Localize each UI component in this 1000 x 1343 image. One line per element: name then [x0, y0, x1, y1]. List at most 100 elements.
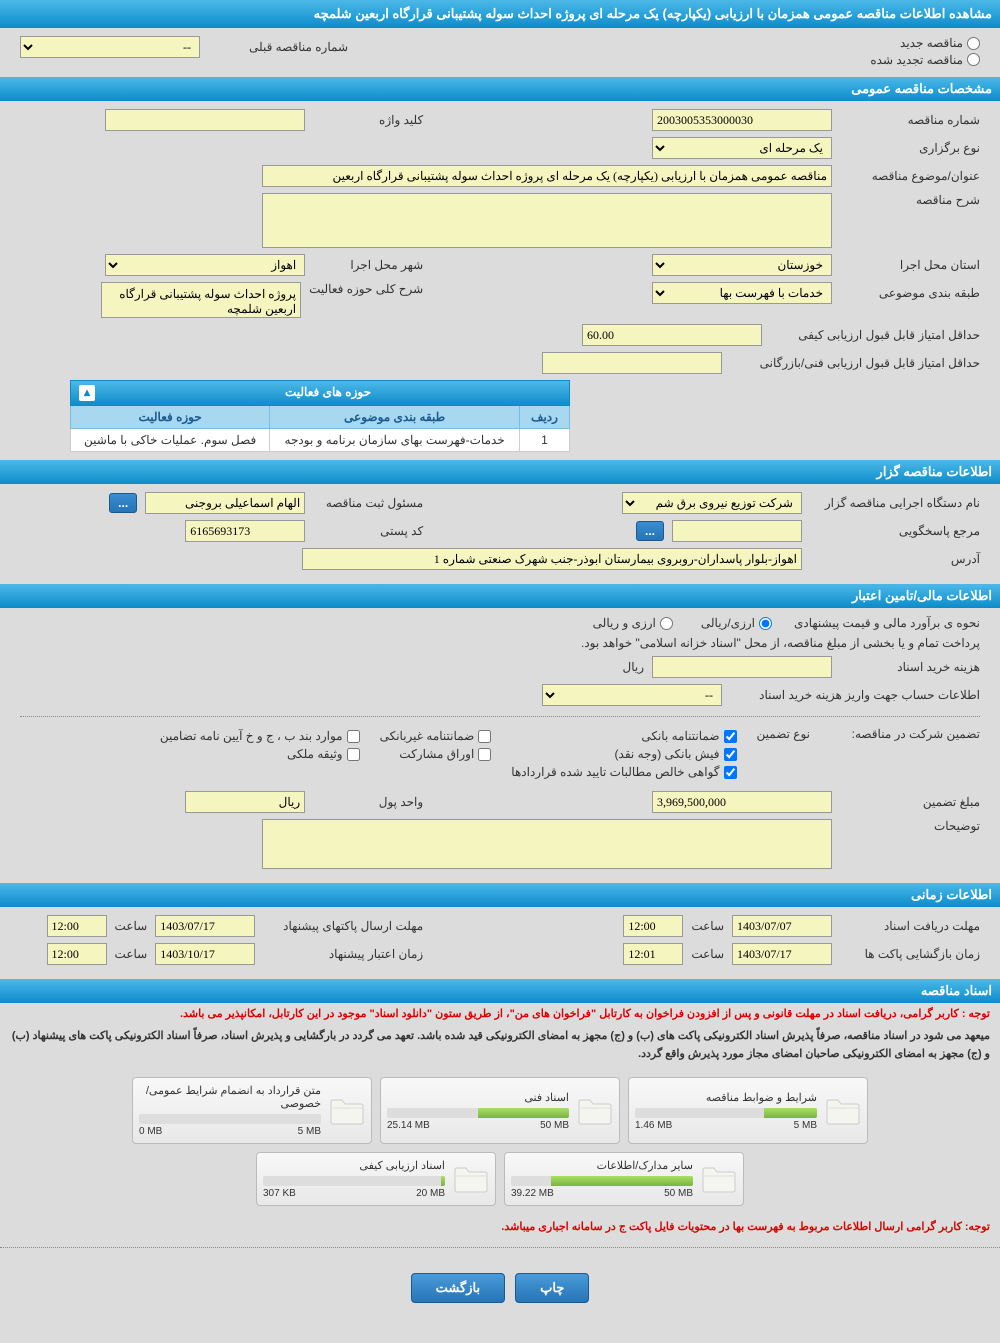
progress-fill [441, 1176, 445, 1186]
subject-input[interactable] [262, 165, 832, 187]
rial-label: ارزی/ریالی [701, 616, 755, 630]
desc-textarea[interactable] [262, 193, 832, 248]
progress-text: 39.22 MB50 MB [511, 1188, 693, 1199]
money-unit-input[interactable] [185, 791, 305, 813]
receive-date-input[interactable] [732, 915, 832, 937]
file-tile[interactable]: متن قرارداد به انضمام شرایط عمومی/خصوصی 0… [132, 1077, 372, 1144]
prev-number-select[interactable]: -- [20, 36, 200, 58]
postal-input[interactable] [185, 520, 305, 542]
warning-1: توجه : کاربر گرامی، دریافت اسناد در مهلت… [0, 1003, 1000, 1024]
renewed-tender-radio[interactable] [967, 53, 980, 66]
progress-fill [764, 1108, 817, 1118]
progress-fill [478, 1108, 569, 1118]
file-info: اسناد ارزیابی کیفی307 KB20 MB [263, 1159, 445, 1199]
guarantee-label: تضمین شرکت در مناقصه: [830, 727, 980, 741]
time-label-2: ساعت [691, 947, 724, 961]
min-quality-input[interactable] [582, 324, 762, 346]
foreign-label: ارزی و ریالی [593, 616, 656, 630]
section-general: مشخصات مناقصه عمومی [0, 77, 1000, 101]
securities-check[interactable] [478, 748, 491, 761]
registrar-more-button[interactable]: ... [109, 493, 137, 513]
print-button[interactable]: چاپ [515, 1273, 589, 1303]
city-select[interactable]: اهواز [105, 254, 305, 276]
account-label: اطلاعات حساب جهت واریز هزینه خرید اسناد [730, 688, 980, 702]
min-quality-label: حداقل امتیاز قابل قبول ارزیابی کیفی [770, 328, 980, 342]
progress-bar [263, 1176, 445, 1186]
address-input[interactable] [302, 548, 802, 570]
province-select[interactable]: خوزستان [652, 254, 832, 276]
send-date-input[interactable] [155, 915, 255, 937]
activity-table: حوزه های فعالیت ▴ ردیف طبقه بندی موضوعی … [70, 380, 570, 452]
activity-desc-label: شرح کلی حوزه فعالیت [309, 282, 423, 296]
file-info: متن قرارداد به انضمام شرایط عمومی/خصوصی 0… [139, 1084, 321, 1137]
contract-receivables-label: گواهی خالص مطالبات تایید شده قراردادها [511, 765, 719, 779]
tender-number-input[interactable] [652, 109, 832, 131]
new-tender-label: مناقصه جدید [900, 36, 963, 50]
keyword-input[interactable] [105, 109, 305, 131]
file-tile[interactable]: اسناد فنی25.14 MB50 MB [380, 1077, 620, 1144]
reply-label: مرجع پاسخگویی [810, 524, 980, 538]
category-label: طبقه بندی موضوعی [840, 286, 980, 300]
treasury-note: پرداخت تمام و یا بخشی از مبلغ مناقصه، از… [20, 636, 980, 650]
progress-bar [139, 1114, 321, 1124]
min-tech-input[interactable] [542, 352, 722, 374]
prev-number-label: شماره مناقصه قبلی [208, 40, 348, 54]
file-tile[interactable]: شرایط و ضوابط مناقصه1.46 MB5 MB [628, 1077, 868, 1144]
warning-2: توجه: کاربر گرامی ارسال اطلاعات مربوط به… [0, 1216, 1000, 1237]
estimate-label: نحوه ی برآورد مالی و قیمت پیشنهادی [780, 616, 980, 630]
progress-bar [635, 1108, 817, 1118]
progress-text: 0 MB5 MB [139, 1126, 321, 1137]
file-info: اسناد فنی25.14 MB50 MB [387, 1091, 569, 1131]
new-tender-radio[interactable] [967, 37, 980, 50]
section-financial: اطلاعات مالی/تامین اعتبار [0, 584, 1000, 608]
back-button[interactable]: بازگشت [411, 1273, 505, 1303]
file-title: اسناد فنی [387, 1091, 569, 1104]
collapse-icon[interactable]: ▴ [79, 385, 95, 401]
bank-receipt-label: فیش بانکی (وجه نقد) [615, 747, 720, 761]
documents-content: توجه : کاربر گرامی، دریافت اسناد در مهلت… [0, 1003, 1000, 1318]
open-time-input[interactable] [623, 943, 683, 965]
account-select[interactable]: -- [542, 684, 722, 706]
file-title: متن قرارداد به انضمام شرایط عمومی/خصوصی [139, 1084, 321, 1110]
nonbank-guarantee-check[interactable] [478, 730, 491, 743]
bylaw-items-check[interactable] [347, 730, 360, 743]
file-tile[interactable]: سایر مدارک/اطلاعات39.22 MB50 MB [504, 1152, 744, 1206]
send-deadline-label: مهلت ارسال پاکتهای پیشنهاد [263, 919, 423, 933]
notes-textarea[interactable] [262, 819, 832, 869]
note-1: میعهد می شود در اسناد مناقصه، صرفاً پذیر… [0, 1024, 1000, 1067]
validity-date-input[interactable] [155, 943, 255, 965]
bank-guarantee-check[interactable] [724, 730, 737, 743]
subject-label: عنوان/موضوع مناقصه [840, 169, 980, 183]
rial-radio[interactable] [759, 617, 772, 630]
table-row: 1 خدمات-فهرست بهای سازمان برنامه و بودجه… [71, 429, 570, 452]
file-tile[interactable]: اسناد ارزیابی کیفی307 KB20 MB [256, 1152, 496, 1206]
property-mortgage-check[interactable] [347, 748, 360, 761]
registrar-input[interactable] [145, 492, 305, 514]
action-buttons: چاپ بازگشت [0, 1258, 1000, 1318]
progress-bar [387, 1108, 569, 1118]
reply-more-button[interactable]: ... [636, 521, 664, 541]
foreign-radio[interactable] [660, 617, 673, 630]
validity-time-input[interactable] [47, 943, 107, 965]
send-time-input[interactable] [47, 915, 107, 937]
reply-input[interactable] [672, 520, 802, 542]
validity-label: زمان اعتبار پیشنهاد [263, 947, 423, 961]
guarantee-amount-label: مبلغ تضمین [840, 795, 980, 809]
desc-label: شرح مناقصه [840, 193, 980, 207]
receive-time-input[interactable] [623, 915, 683, 937]
activity-desc-textarea[interactable]: پروژه احداث سوله پشتیبانی قرارگاه اربعین… [101, 282, 301, 318]
city-label: شهر محل اجرا [313, 258, 423, 272]
contract-receivables-check[interactable] [724, 766, 737, 779]
folder-icon [825, 1096, 861, 1126]
guarantee-amount-input[interactable] [652, 791, 832, 813]
open-date-input[interactable] [732, 943, 832, 965]
separator-2 [0, 1247, 1000, 1248]
time-label-1: ساعت [691, 919, 724, 933]
agency-select[interactable]: شرکت توزیع نیروی برق شم [622, 492, 802, 514]
category-select[interactable]: خدمات با فهرست بها [652, 282, 832, 304]
cell-row-num: 1 [520, 429, 570, 452]
separator [20, 716, 980, 717]
tender-type-select[interactable]: یک مرحله ای [652, 137, 832, 159]
doc-fee-input[interactable] [652, 656, 832, 678]
bank-receipt-check[interactable] [724, 748, 737, 761]
